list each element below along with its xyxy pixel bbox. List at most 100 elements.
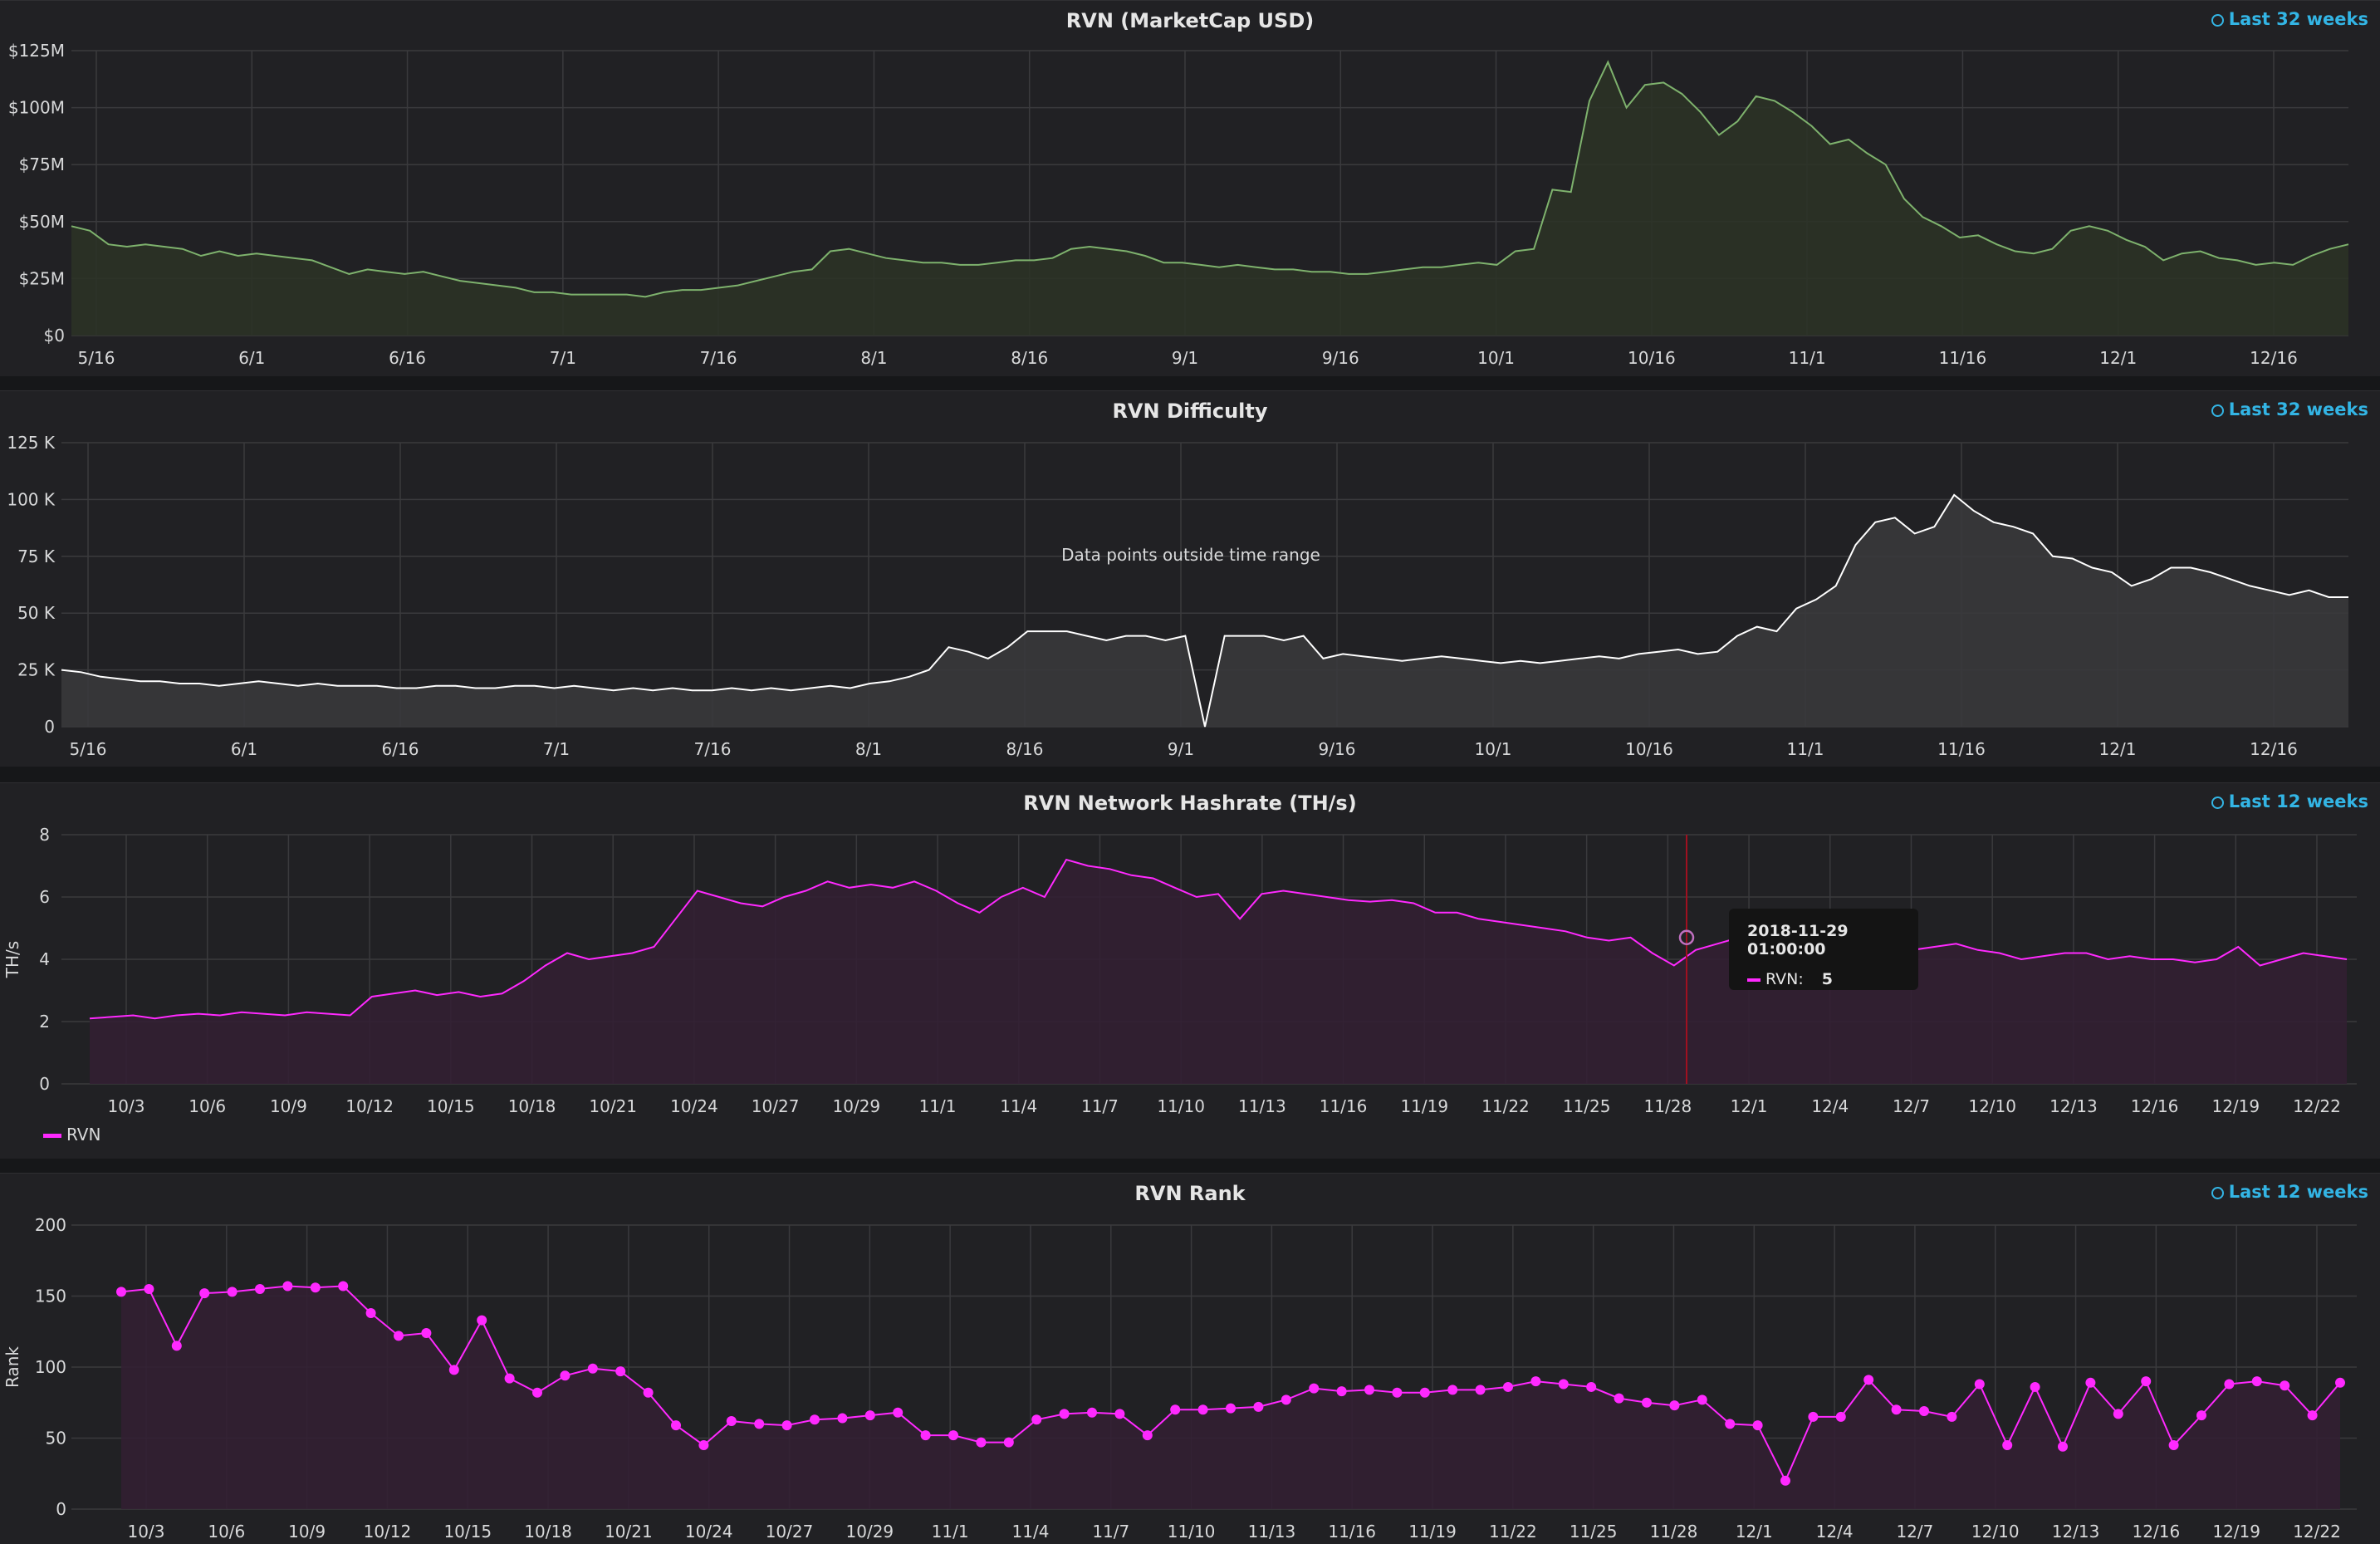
panel-title[interactable]: RVN Rank bbox=[1134, 1182, 1246, 1205]
clock-icon bbox=[2211, 14, 2224, 27]
panel-title[interactable]: RVN Difficulty bbox=[1112, 399, 1268, 423]
x-tick-label: 11/1 bbox=[932, 1522, 969, 1542]
y-tick-label: 125 K bbox=[7, 433, 56, 453]
x-tick-label: 12/22 bbox=[2293, 1096, 2341, 1116]
data-point bbox=[864, 1410, 875, 1421]
x-tick-label: 11/16 bbox=[1937, 739, 1986, 759]
x-tick-label: 11/1 bbox=[1787, 739, 1824, 759]
x-tick-label: 11/19 bbox=[1400, 1096, 1448, 1116]
x-tick-label: 11/4 bbox=[1000, 1096, 1037, 1116]
data-point bbox=[671, 1420, 681, 1431]
difficulty-chart[interactable]: 125 K 100 K 75 K 50 K 25 K 0 5/16 6/1 6/16 7/1 7/1… bbox=[0, 391, 2380, 767]
x-tick-label: 8/16 bbox=[1006, 739, 1044, 759]
x-tick-label: 7/16 bbox=[694, 739, 732, 759]
x-tick-label: 10/18 bbox=[524, 1522, 572, 1542]
data-point bbox=[1752, 1420, 1763, 1431]
data-point bbox=[754, 1419, 765, 1429]
panel-title[interactable]: RVN (MarketCap USD) bbox=[1065, 9, 1315, 32]
x-tick-label: 10/6 bbox=[189, 1096, 226, 1116]
x-tick-label: 10/29 bbox=[833, 1096, 881, 1116]
x-tick-label: 9/16 bbox=[1319, 739, 1356, 759]
hashrate-chart[interactable]: 8 6 4 2 0 10/3 10/6 10/9 10/12 10/15 10/18 10/21 10/… bbox=[0, 783, 2380, 1159]
data-point bbox=[726, 1415, 737, 1426]
data-point bbox=[2251, 1376, 2262, 1387]
clock-icon bbox=[2211, 1187, 2224, 1199]
data-point bbox=[976, 1437, 987, 1448]
x-tick-label: 11/16 bbox=[1320, 1096, 1368, 1116]
x-tick-label: 10/3 bbox=[128, 1522, 165, 1542]
panel-title[interactable]: RVN Network Hashrate (TH/s) bbox=[1023, 792, 1357, 815]
x-tick-label: 11/10 bbox=[1157, 1096, 1205, 1116]
x-tick-label: 10/29 bbox=[846, 1522, 894, 1542]
x-tick-label: 12/1 bbox=[2099, 739, 2137, 759]
x-tick-label: 10/21 bbox=[589, 1096, 637, 1116]
y-tick-label: $75M bbox=[19, 154, 65, 174]
data-point bbox=[1891, 1404, 1902, 1415]
data-point bbox=[1475, 1385, 1486, 1395]
data-point bbox=[1087, 1407, 1097, 1418]
data-point bbox=[116, 1287, 126, 1297]
data-point bbox=[1309, 1383, 1320, 1394]
x-tick-label: 11/1 bbox=[919, 1096, 957, 1116]
x-tick-label: 11/16 bbox=[1328, 1522, 1376, 1542]
x-tick-label: 10/27 bbox=[752, 1096, 800, 1116]
x-tick-label: 5/16 bbox=[78, 348, 115, 368]
x-tick-label: 11/16 bbox=[1939, 348, 1987, 368]
data-point bbox=[2196, 1410, 2206, 1421]
data-point bbox=[1503, 1381, 1513, 1392]
data-point bbox=[144, 1283, 154, 1294]
x-tick-label: 9/16 bbox=[1322, 348, 1359, 368]
x-tick-label: 12/4 bbox=[1811, 1096, 1849, 1116]
x-tick-label: 7/1 bbox=[550, 348, 576, 368]
x-tick-label: 11/7 bbox=[1081, 1096, 1119, 1116]
x-tick-label: 12/19 bbox=[2211, 1096, 2260, 1116]
data-point bbox=[2307, 1410, 2318, 1421]
time-range-badge[interactable]: Last 12 weeks bbox=[2211, 1182, 2368, 1202]
data-point bbox=[2224, 1379, 2235, 1390]
y-tick-label: 4 bbox=[39, 949, 50, 969]
data-point bbox=[781, 1420, 792, 1431]
data-point bbox=[920, 1430, 931, 1441]
annotation-text: Data points outside time range bbox=[1061, 545, 1320, 565]
y-tick-label: 8 bbox=[39, 825, 50, 845]
x-tick-label: 6/1 bbox=[231, 739, 257, 759]
series-area bbox=[61, 494, 2348, 727]
x-tick-label: 11/19 bbox=[1408, 1522, 1457, 1542]
y-tick-label: $25M bbox=[19, 268, 65, 288]
x-tick-label: 12/19 bbox=[2212, 1522, 2260, 1542]
y-axis-label: TH/s bbox=[2, 941, 22, 978]
data-point bbox=[1947, 1411, 1957, 1422]
rank-chart[interactable]: 200 150 100 50 0 10/3 10/6 10/9 10/12 10/15 10/18 1… bbox=[0, 1174, 2380, 1544]
data-point bbox=[1142, 1430, 1153, 1441]
series-line bbox=[89, 858, 2348, 1020]
data-point bbox=[171, 1341, 182, 1351]
x-tick-label: 8/16 bbox=[1011, 348, 1048, 368]
data-point bbox=[1226, 1403, 1236, 1414]
data-point bbox=[1003, 1437, 1014, 1448]
legend-item-rvn[interactable]: RVN bbox=[43, 1125, 100, 1145]
x-tick-label: 12/10 bbox=[1968, 1096, 2016, 1116]
x-tick-label: 11/22 bbox=[1489, 1522, 1537, 1542]
data-point bbox=[1586, 1381, 1597, 1392]
time-range-badge[interactable]: Last 32 weeks bbox=[2211, 9, 2368, 29]
y-tick-label: 50 bbox=[46, 1429, 66, 1448]
y-tick-label: 2 bbox=[39, 1012, 50, 1032]
x-tick-label: 10/16 bbox=[1625, 739, 1673, 759]
x-tick-label: 12/4 bbox=[1816, 1522, 1854, 1542]
data-point bbox=[810, 1414, 820, 1425]
x-tick-label: 12/13 bbox=[2049, 1096, 2098, 1116]
x-tick-label: 8/1 bbox=[855, 739, 882, 759]
clock-icon bbox=[2211, 797, 2224, 809]
data-point bbox=[1614, 1393, 1624, 1404]
y-tick-label: 0 bbox=[56, 1499, 66, 1519]
data-point bbox=[421, 1327, 432, 1338]
data-point bbox=[1031, 1414, 1042, 1425]
marketcap-chart[interactable]: $125M $100M $75M $50M $25M $0 5/16 6/1 6/16 7/1 7/… bbox=[0, 1, 2380, 376]
time-range-badge[interactable]: Last 32 weeks bbox=[2211, 399, 2368, 419]
x-tick-label: 12/1 bbox=[1731, 1096, 1768, 1116]
x-tick-label: 12/16 bbox=[2250, 739, 2298, 759]
data-point bbox=[1336, 1386, 1347, 1397]
x-tick-label: 10/12 bbox=[364, 1522, 412, 1542]
series-line bbox=[71, 60, 2349, 298]
time-range-badge[interactable]: Last 12 weeks bbox=[2211, 792, 2368, 811]
